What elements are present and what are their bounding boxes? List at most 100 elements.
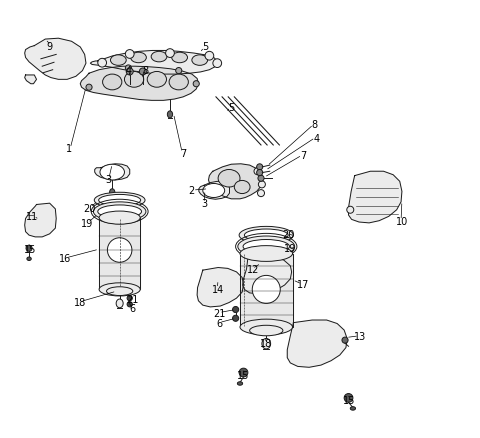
Ellipse shape [257, 164, 263, 170]
Text: 5: 5 [228, 102, 234, 113]
Ellipse shape [168, 112, 173, 119]
Text: 8: 8 [143, 66, 149, 75]
Ellipse shape [124, 72, 144, 88]
Ellipse shape [99, 195, 141, 206]
Ellipse shape [126, 69, 133, 76]
Ellipse shape [243, 240, 289, 254]
Ellipse shape [172, 53, 188, 64]
Ellipse shape [258, 181, 265, 188]
Polygon shape [197, 268, 243, 307]
Text: 1: 1 [66, 144, 72, 154]
Ellipse shape [203, 184, 225, 198]
Ellipse shape [250, 325, 283, 336]
Text: 19: 19 [284, 244, 297, 254]
Ellipse shape [213, 60, 222, 68]
Ellipse shape [107, 287, 133, 296]
Text: 17: 17 [297, 279, 310, 290]
Polygon shape [80, 67, 198, 101]
Ellipse shape [238, 237, 295, 258]
Ellipse shape [233, 307, 239, 313]
Ellipse shape [86, 85, 92, 91]
Ellipse shape [99, 212, 140, 225]
Ellipse shape [192, 56, 208, 66]
Text: 13: 13 [354, 331, 366, 341]
Text: 6: 6 [216, 318, 222, 328]
Ellipse shape [169, 75, 188, 91]
Ellipse shape [94, 193, 145, 208]
Text: 7: 7 [300, 151, 307, 161]
Ellipse shape [127, 296, 132, 301]
Ellipse shape [350, 407, 356, 410]
Ellipse shape [344, 394, 353, 403]
Ellipse shape [100, 165, 124, 180]
Polygon shape [242, 256, 292, 294]
Ellipse shape [166, 49, 174, 58]
Text: 20: 20 [83, 203, 95, 213]
Text: 21: 21 [213, 308, 225, 318]
Ellipse shape [108, 238, 132, 263]
Ellipse shape [347, 207, 354, 214]
Text: 4: 4 [125, 66, 132, 75]
Text: 12: 12 [247, 264, 259, 274]
Polygon shape [287, 320, 347, 367]
Text: 14: 14 [212, 284, 224, 294]
Ellipse shape [139, 69, 146, 76]
Ellipse shape [26, 246, 32, 252]
Polygon shape [348, 172, 402, 223]
Text: 5: 5 [202, 42, 208, 52]
Polygon shape [24, 76, 36, 85]
Text: 3: 3 [106, 175, 112, 185]
Ellipse shape [218, 170, 240, 187]
Ellipse shape [239, 368, 248, 377]
Ellipse shape [252, 276, 280, 304]
Ellipse shape [257, 170, 263, 176]
Text: 9: 9 [47, 42, 53, 52]
Ellipse shape [240, 319, 292, 335]
Text: 8: 8 [312, 120, 317, 130]
Ellipse shape [103, 75, 122, 91]
Polygon shape [99, 218, 140, 290]
Polygon shape [208, 164, 263, 199]
Ellipse shape [257, 190, 264, 197]
Ellipse shape [244, 230, 288, 242]
Ellipse shape [125, 66, 132, 72]
Ellipse shape [151, 52, 167, 63]
Ellipse shape [233, 315, 239, 321]
Ellipse shape [94, 202, 146, 222]
Ellipse shape [258, 176, 264, 182]
Ellipse shape [99, 283, 140, 296]
Ellipse shape [205, 52, 214, 61]
Ellipse shape [127, 302, 132, 307]
Ellipse shape [109, 189, 115, 196]
Ellipse shape [147, 72, 167, 88]
Ellipse shape [116, 299, 123, 308]
Ellipse shape [27, 258, 31, 261]
Ellipse shape [176, 68, 182, 74]
Polygon shape [24, 39, 86, 80]
Text: 15: 15 [343, 395, 356, 405]
Polygon shape [95, 164, 130, 180]
Text: 18: 18 [74, 297, 86, 307]
Ellipse shape [342, 337, 348, 343]
Text: 15: 15 [237, 370, 250, 380]
Polygon shape [240, 254, 292, 327]
Ellipse shape [262, 339, 271, 349]
Text: 16: 16 [59, 253, 71, 263]
Polygon shape [90, 51, 218, 75]
Text: 20: 20 [282, 229, 294, 239]
Text: 10: 10 [396, 216, 408, 226]
Text: 6: 6 [130, 304, 136, 314]
Polygon shape [24, 204, 56, 237]
Text: 19: 19 [81, 219, 93, 228]
Ellipse shape [254, 168, 261, 175]
Ellipse shape [98, 59, 107, 68]
Ellipse shape [238, 382, 242, 385]
Text: 21: 21 [127, 295, 139, 305]
Polygon shape [199, 182, 229, 200]
Text: 11: 11 [26, 212, 38, 222]
Text: 7: 7 [180, 148, 186, 159]
Text: 15: 15 [24, 244, 36, 254]
Text: 18: 18 [260, 339, 272, 348]
Text: 2: 2 [189, 186, 195, 196]
Ellipse shape [193, 81, 199, 88]
